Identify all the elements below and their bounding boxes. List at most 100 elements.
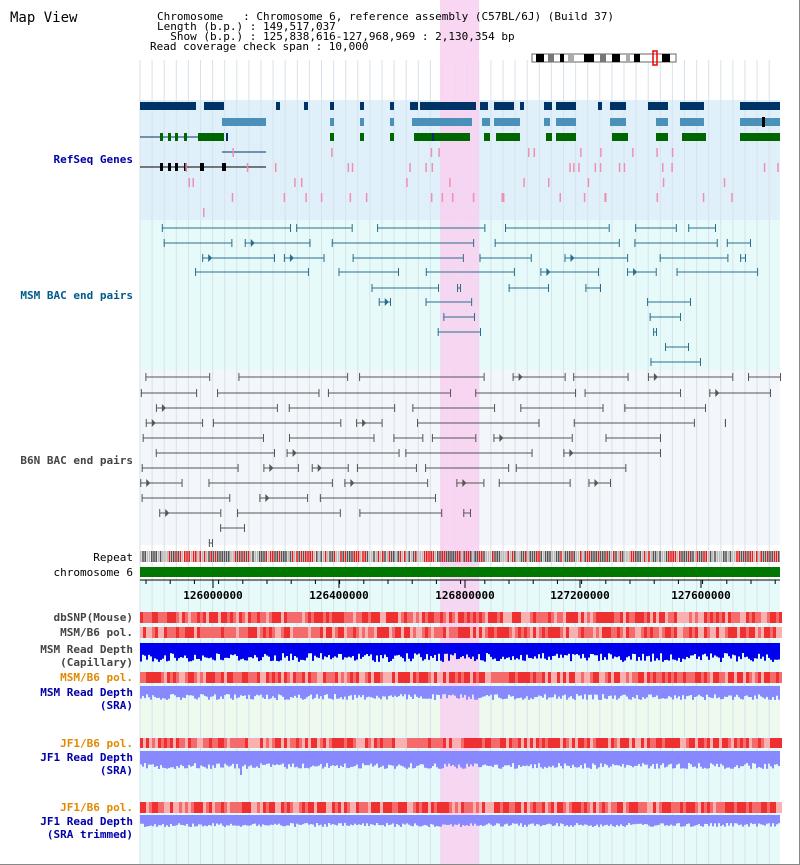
read-depth-bar: [334, 643, 336, 657]
polymorphism-cell: [503, 738, 506, 748]
repeat-mark: [489, 551, 492, 562]
jf1-pol2-label[interactable]: JF1/B6 pol.: [60, 801, 133, 814]
polymorphism-cell: [260, 802, 263, 813]
read-depth-bar: [412, 751, 414, 769]
read-depth-bar: [240, 686, 242, 696]
read-depth-bar: [562, 643, 564, 658]
read-depth-bar: [544, 686, 546, 695]
refseq-genes-label[interactable]: RefSeq Genes: [53, 153, 133, 166]
msm-depth-sra-label[interactable]: MSM Read Depth: [40, 686, 133, 699]
read-depth-bar: [538, 686, 540, 696]
read-depth-bar: [312, 643, 314, 661]
read-depth-bar: [682, 686, 684, 696]
read-depth-bar: [416, 643, 418, 655]
polymorphism-cell: [590, 627, 593, 638]
read-depth-bar: [608, 686, 610, 696]
read-depth-bar: [682, 815, 684, 827]
polymorphism-cell: [626, 672, 629, 683]
jf1-depth-sra-label[interactable]: JF1 Read Depth: [40, 751, 133, 764]
read-depth-bar: [532, 815, 534, 824]
polymorphism-cell: [542, 802, 545, 813]
read-depth-bar: [460, 751, 462, 768]
read-depth-bar: [214, 686, 216, 695]
b6n-bac-label[interactable]: B6N BAC end pairs: [20, 454, 133, 467]
repeat-mark: [243, 551, 245, 562]
msm-bac-label[interactable]: MSM BAC end pairs: [20, 289, 133, 302]
polymorphism-cell: [371, 802, 374, 813]
polymorphism-cell: [470, 672, 473, 683]
read-depth-bar: [692, 815, 694, 827]
bac-end-marker: [371, 284, 373, 292]
jf1-pol-label[interactable]: JF1/B6 pol.: [60, 737, 133, 750]
read-depth-bar: [368, 686, 370, 697]
polymorphism-cell: [686, 802, 689, 813]
polymorphism-cell: [212, 738, 215, 748]
polymorphism-cell: [575, 672, 578, 683]
polymorphism-cell: [188, 612, 191, 623]
repeat-mark: [340, 551, 342, 562]
polymorphism-cell: [746, 738, 749, 748]
polymorphism-cell: [629, 627, 632, 638]
polymorphism-cell: [419, 627, 422, 638]
polymorphism-cell: [662, 738, 665, 748]
msm-pol-label[interactable]: MSM/B6 pol.: [60, 626, 133, 639]
read-depth-bar: [316, 815, 318, 824]
read-depth-bar: [334, 751, 336, 767]
read-depth-bar: [510, 686, 512, 697]
polymorphism-cell: [539, 627, 542, 638]
msm-pol2-label[interactable]: MSM/B6 pol.: [60, 671, 133, 684]
pink-marker: [406, 178, 408, 187]
read-depth-bar: [680, 751, 682, 769]
bac-arrow: [208, 254, 213, 262]
read-depth-bar: [314, 815, 316, 827]
polymorphism-cell: [590, 802, 593, 813]
read-depth-bar: [164, 751, 166, 769]
polymorphism-cell: [704, 627, 707, 638]
polymorphism-cell: [341, 672, 344, 683]
read-depth-bar: [594, 751, 596, 765]
read-depth-bar: [388, 815, 390, 826]
pink-marker: [283, 193, 286, 202]
read-depth-bar: [754, 643, 756, 659]
polymorphism-cell: [230, 612, 233, 623]
dbsnp-label[interactable]: dbSNP(Mouse): [53, 611, 133, 624]
read-depth-bar: [582, 686, 584, 700]
axis-tick-label: 126000000: [183, 589, 243, 602]
repeat-mark: [401, 551, 404, 562]
msm-depth-cap-label[interactable]: MSM Read Depth: [40, 643, 133, 656]
read-depth-bar: [684, 643, 686, 660]
read-depth-bar: [766, 815, 768, 824]
polymorphism-cell: [731, 672, 734, 683]
repeat-mark: [245, 551, 248, 562]
read-depth-bar: [158, 751, 160, 769]
repeat-mark: [720, 551, 723, 562]
bac-end-marker: [573, 373, 575, 381]
polymorphism-cell: [440, 738, 443, 748]
read-depth-bar: [206, 751, 208, 769]
read-depth-bar: [180, 751, 182, 765]
jf1-depth-trim-label[interactable]: JF1 Read Depth: [40, 815, 133, 828]
read-depth-bar: [710, 815, 712, 824]
repeat-mark: [652, 551, 655, 562]
read-depth-bar: [376, 815, 378, 824]
read-depth-bar: [368, 643, 370, 657]
polymorphism-cell: [215, 627, 218, 638]
bac-end-marker: [634, 239, 636, 247]
bac-end-marker: [625, 464, 627, 472]
polymorphism-cell: [503, 612, 506, 623]
polymorphism-cell: [641, 627, 644, 638]
polymorphism-cell: [326, 612, 329, 623]
polymorphism-cell: [263, 612, 266, 623]
polymorphism-cell: [551, 672, 554, 683]
repeat-mark: [214, 551, 217, 562]
read-depth-bar: [580, 815, 582, 825]
polymorphism-cell: [335, 672, 338, 683]
read-depth-bar: [356, 643, 358, 660]
read-depth-bar: [222, 686, 224, 699]
read-depth-bar: [458, 751, 460, 765]
repeat-mark: [674, 551, 677, 562]
read-depth-bar: [270, 751, 272, 767]
read-depth-bar: [592, 643, 594, 655]
bac-end-marker: [680, 389, 682, 397]
